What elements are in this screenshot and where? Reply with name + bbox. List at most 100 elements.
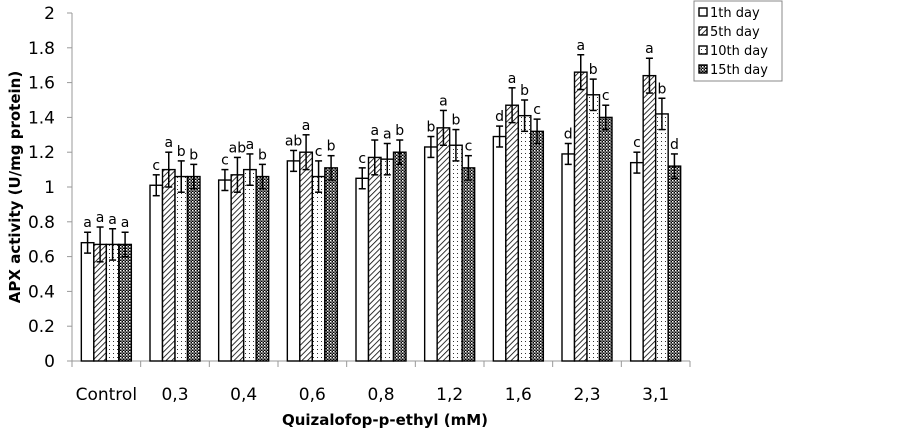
legend-swatch-dots [698, 45, 708, 55]
significance-label: a [383, 127, 392, 143]
bar-5th-day-3,1 [642, 74, 657, 362]
bar-1th-day-2,3 [561, 153, 576, 362]
bar-10th-day-0,4 [242, 168, 257, 362]
significance-label: c [315, 144, 323, 160]
y-tick-label: 0.6 [28, 248, 55, 268]
legend-label: 15th day [710, 63, 768, 78]
bar-15th-day-1,6 [530, 130, 545, 362]
significance-label: c [633, 135, 641, 151]
bar-1th-day-0,8 [355, 177, 370, 362]
x-tick-label: 2,3 [573, 385, 600, 405]
bar-10th-day-0,8 [380, 158, 395, 362]
bar-5th-day-1,6 [505, 104, 520, 362]
significance-label: b [520, 83, 529, 99]
significance-label: b [258, 147, 267, 163]
significance-label: b [189, 147, 198, 163]
bar-10th-day-1,6 [517, 114, 532, 362]
y-tick-label: 0 [44, 352, 55, 372]
significance-label: d [670, 137, 679, 153]
y-axis-label: APX activity (U/mg protein) [6, 71, 24, 303]
bar-15th-day-3,1 [667, 165, 682, 362]
significance-label: a [246, 137, 255, 153]
legend: 1th day 5th day 10th day 15th day [693, 0, 783, 82]
bar-1th-day-1,2 [423, 146, 438, 362]
x-tick-label: Control [76, 385, 137, 405]
significance-label: c [533, 102, 541, 118]
x-tick-label: 1,6 [505, 385, 532, 405]
error-bars [84, 54, 678, 263]
bars [80, 71, 682, 362]
bar-10th-day-0,6 [311, 175, 326, 362]
bar-5th-day-0,6 [299, 151, 314, 362]
bar-5th-day-0,4 [230, 174, 245, 362]
significance-label: a [439, 93, 448, 109]
legend-label: 10th day [710, 44, 768, 59]
x-tick-label: 0,3 [161, 385, 188, 405]
y-tick-label: 0.2 [28, 317, 55, 337]
significance-label: d [564, 127, 573, 143]
x-axis-label: Quizalofop-p-ethyl (mM) [282, 411, 488, 429]
bar-15th-day-1,2 [461, 167, 476, 362]
y-tick-label: 1.2 [28, 143, 55, 163]
y-tick-label: 1.8 [28, 39, 55, 59]
x-tick-label: 1,2 [436, 385, 463, 405]
bar-1th-day-3,1 [629, 161, 644, 362]
bar-5th-day-2,3 [573, 71, 588, 362]
legend-box [693, 0, 783, 82]
bar-10th-day-3,1 [654, 113, 669, 362]
bar-15th-day-2,3 [598, 116, 613, 362]
significance-label: a [370, 123, 379, 139]
bar-15th-day-Control [118, 243, 133, 362]
legend-swatch-checker [698, 64, 708, 74]
bar-10th-day-2,3 [586, 94, 601, 362]
bar-15th-day-0,6 [324, 167, 339, 362]
bar-5th-day-0,3 [161, 168, 176, 362]
legend-swatch-hatch [698, 26, 708, 36]
significance-label: ab [285, 133, 303, 149]
significance-label: b [395, 123, 404, 139]
y-tick-label: 0.4 [28, 282, 55, 302]
significance-label: c [602, 88, 610, 104]
bar-1th-day-0,4 [217, 179, 232, 362]
bar-10th-day-Control [105, 243, 120, 362]
significance-label: a [576, 38, 585, 54]
significance-label: b [426, 120, 435, 136]
x-tick-label: 0,4 [230, 385, 257, 405]
legend-label: 5th day [710, 25, 760, 40]
y-tick-label: 1 [44, 178, 55, 198]
y-tick-label: 2 [44, 4, 55, 24]
bar-10th-day-0,3 [174, 175, 189, 362]
significance-label: a [164, 135, 173, 151]
bar-15th-day-0,8 [392, 151, 407, 362]
significance-label: c [358, 151, 366, 167]
legend-swatch-plain [698, 7, 708, 17]
x-tick-label: 3,1 [642, 385, 669, 405]
bar-10th-day-1,2 [448, 144, 463, 362]
bar-1th-day-1,6 [492, 135, 507, 362]
significance-label: b [177, 144, 186, 160]
significance-label: a [83, 215, 92, 231]
significance-label: b [451, 113, 460, 129]
bar-15th-day-0,3 [186, 175, 201, 362]
legend-label: 1th day [710, 6, 760, 21]
significance-label: b [657, 81, 666, 97]
significance-label: a [645, 41, 654, 57]
bar-1th-day-Control [80, 241, 95, 362]
x-tick-label: 0,8 [367, 385, 394, 405]
significance-label: a [508, 71, 517, 87]
significance-label: a [121, 215, 130, 231]
y-tick-label: 1.4 [28, 108, 55, 128]
significance-label: b [589, 62, 598, 78]
bar-5th-day-0,8 [367, 156, 382, 362]
bar-1th-day-0,6 [286, 160, 301, 362]
axes: 0 0.2 0.4 0.6 0.8 1 1.2 1.4 1.6 1.8 2 Control 0,3 0,4… [28, 4, 691, 405]
significance-label: d [495, 109, 504, 125]
significance-label: a [302, 118, 311, 134]
bar-1th-day-0,3 [149, 184, 164, 362]
significance-label: b [327, 139, 336, 155]
significance-label: c [221, 153, 229, 169]
x-tick-label: 0,6 [299, 385, 326, 405]
bar-5th-day-1,2 [436, 127, 451, 362]
